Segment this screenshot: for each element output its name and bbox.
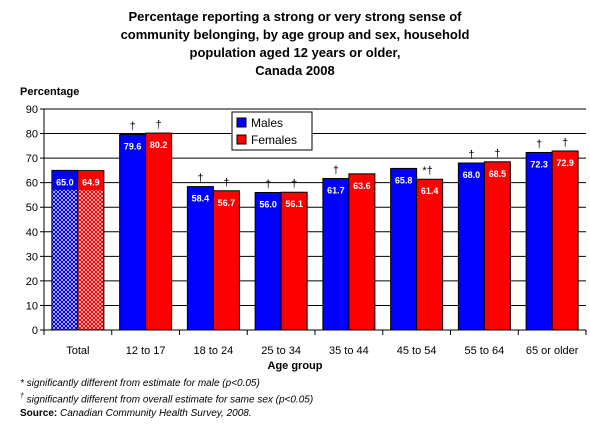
legend-label-males: Males	[251, 116, 283, 130]
significance-mark: †	[468, 149, 474, 161]
data-label: 65.8	[395, 175, 413, 185]
data-label: 56.7	[218, 198, 236, 208]
bar-males	[322, 177, 350, 331]
x-tick-label: 25 to 34	[261, 345, 301, 357]
data-label: 79.6	[124, 142, 142, 152]
significance-mark: †	[536, 138, 542, 150]
data-label: 61.4	[421, 186, 439, 196]
bar-females	[212, 190, 240, 331]
x-tick-label: 65 or older	[526, 345, 579, 357]
significance-mark: *†	[422, 165, 432, 177]
x-tick-label: 35 to 44	[329, 345, 369, 357]
x-tick-label: 45 to 54	[397, 345, 437, 357]
y-tick-label: 0	[32, 325, 38, 337]
y-tick-label: 40	[26, 227, 38, 239]
y-tick-label: 20	[26, 276, 38, 288]
x-tick-label: Total	[66, 345, 89, 357]
bar-females	[145, 132, 173, 331]
significance-mark: †	[333, 164, 339, 176]
bar-females	[483, 161, 511, 331]
data-label: 65.0	[56, 177, 74, 187]
data-label: 56.1	[285, 199, 303, 209]
data-label: 72.3	[530, 159, 548, 169]
data-label: 80.2	[150, 140, 168, 150]
bar-males	[51, 169, 79, 331]
data-label-background	[52, 170, 78, 190]
y-tick-label: 70	[26, 153, 38, 165]
chart-title-line-4: Canada 2008	[255, 63, 335, 78]
significance-mark: †	[291, 178, 297, 190]
y-tick-label: 30	[26, 251, 38, 263]
significance-mark: †	[130, 121, 136, 133]
y-tick-label: 60	[26, 178, 38, 190]
bar-females	[280, 191, 308, 331]
chart-title-line-2: community belonging, by age group and se…	[120, 27, 470, 42]
bar-females	[77, 170, 105, 331]
chart-title-line-3: population aged 12 years or older,	[189, 45, 401, 60]
bar-males	[186, 186, 214, 331]
significance-mark: †	[562, 137, 568, 149]
x-tick-label: 12 to 17	[126, 345, 166, 357]
x-axis-label: Age group	[267, 360, 323, 372]
dagger-footnote-text: significantly different from overall est…	[23, 394, 314, 406]
legend-swatch-females	[236, 134, 247, 145]
bar-males	[390, 167, 418, 331]
dagger-symbol: †	[20, 393, 24, 400]
bar-males	[457, 162, 485, 331]
bar-males	[119, 134, 147, 331]
bar-males	[254, 191, 282, 331]
data-label-background	[78, 171, 104, 191]
x-tick-label: 55 to 64	[464, 345, 504, 357]
y-tick-label: 50	[26, 202, 38, 214]
data-label: 58.4	[192, 194, 210, 204]
significance-mark: †	[156, 119, 162, 131]
footnote-significance-overall: † significantly different from overall e…	[20, 393, 313, 405]
source-key: Source:	[20, 408, 58, 419]
bar-females	[551, 150, 579, 331]
significance-mark: †	[494, 148, 500, 160]
chart-title-line-1: Percentage reporting a strong or very st…	[128, 9, 462, 24]
data-label: 72.9	[556, 158, 574, 168]
y-tick-label: 80	[26, 129, 38, 141]
y-axis-label: Percentage	[20, 86, 80, 98]
bar-males	[525, 151, 553, 331]
bar-females	[416, 178, 444, 331]
data-label: 64.9	[82, 178, 100, 188]
significance-mark: †	[265, 178, 271, 190]
legend-label-females: Females	[251, 133, 297, 147]
data-label: 61.7	[327, 185, 345, 195]
y-tick-label: 10	[26, 300, 38, 312]
data-label: 63.6	[353, 181, 371, 191]
y-tick-label: 90	[26, 104, 38, 116]
data-label: 68.5	[489, 169, 507, 179]
legend-swatch-males	[236, 117, 247, 128]
significance-mark: †	[197, 173, 203, 185]
data-label: 68.0	[463, 170, 481, 180]
significance-mark: †	[223, 177, 229, 189]
bar-females	[348, 173, 376, 331]
data-label: 56.0	[259, 199, 277, 209]
source-note: Source: Canadian Community Health Survey…	[20, 408, 252, 419]
x-tick-label: 18 to 24	[193, 345, 233, 357]
footnote-significance-male: * significantly different from estimate …	[20, 378, 260, 389]
source-value: Canadian Community Health Survey, 2008.	[57, 408, 252, 419]
